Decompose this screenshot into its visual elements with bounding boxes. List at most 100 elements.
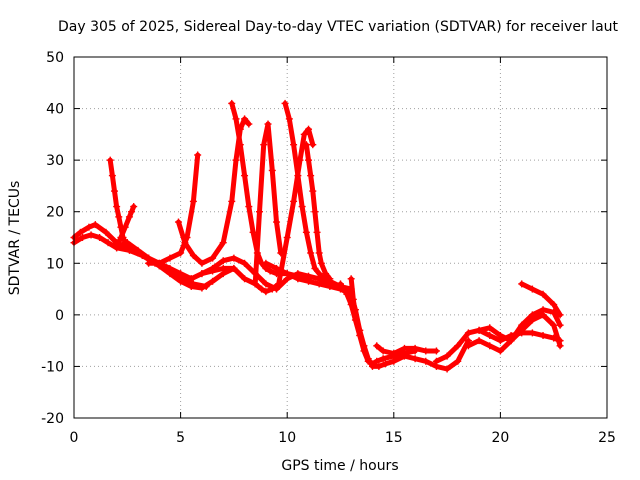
data-point xyxy=(422,357,430,365)
data-point xyxy=(496,347,504,355)
data-point xyxy=(379,347,387,355)
data-point xyxy=(302,141,310,149)
data-point xyxy=(443,352,451,360)
data-point xyxy=(326,275,334,283)
data-point xyxy=(322,270,330,278)
data-point xyxy=(230,264,238,272)
data-point xyxy=(245,120,253,128)
data-point xyxy=(115,213,123,221)
data-point xyxy=(302,228,310,236)
data-point xyxy=(121,223,129,231)
data-point xyxy=(307,249,315,257)
data-point xyxy=(283,234,291,241)
series-sat-j xyxy=(198,120,285,288)
data-point xyxy=(390,350,398,358)
data-point xyxy=(539,306,547,314)
data-point xyxy=(264,120,272,128)
data-point xyxy=(528,311,536,319)
data-point xyxy=(309,141,317,149)
data-point xyxy=(486,324,494,332)
x-tick-label: 10 xyxy=(278,430,296,446)
data-point xyxy=(337,280,344,288)
data-point xyxy=(311,208,319,216)
series-sat-r xyxy=(432,326,564,365)
data-point xyxy=(198,284,206,292)
data-point xyxy=(360,342,368,350)
data-point xyxy=(528,329,536,337)
data-point xyxy=(241,115,249,123)
series-sat-k xyxy=(251,125,317,296)
series-sat-t xyxy=(475,306,564,345)
data-point xyxy=(198,270,206,278)
data-point xyxy=(550,301,558,309)
data-point xyxy=(496,331,504,339)
y-tick-label: 10 xyxy=(46,256,64,272)
data-point xyxy=(228,99,236,107)
data-point xyxy=(113,203,121,211)
data-point xyxy=(326,282,334,290)
data-point xyxy=(236,141,244,149)
data-point xyxy=(245,203,253,211)
data-point xyxy=(155,259,163,267)
data-point xyxy=(454,357,462,365)
data-point xyxy=(262,288,270,296)
data-point xyxy=(464,342,472,350)
data-point xyxy=(285,115,293,123)
series-sat-m xyxy=(302,141,334,283)
data-point xyxy=(454,342,462,350)
data-point xyxy=(518,280,526,288)
data-point xyxy=(219,264,227,272)
data-point xyxy=(309,187,317,195)
data-point xyxy=(300,130,308,138)
data-point xyxy=(556,342,564,350)
series-sat-d xyxy=(113,203,138,252)
data-point xyxy=(373,357,381,365)
data-point xyxy=(260,141,268,149)
data-point xyxy=(134,246,142,254)
grid xyxy=(74,57,607,418)
data-point xyxy=(315,249,323,257)
data-point xyxy=(411,355,419,363)
data-point xyxy=(273,264,281,272)
axes: 0 5 10 15 20 25 -20 -10 0 10 20 30 40 50 xyxy=(41,50,616,446)
data-point xyxy=(230,254,238,262)
series-sat-f xyxy=(145,151,202,267)
y-tick-label: -10 xyxy=(41,359,64,375)
data-point xyxy=(125,213,133,221)
data-point xyxy=(251,280,259,288)
data-point xyxy=(349,295,357,303)
y-tick-label: -20 xyxy=(41,411,64,427)
data-point xyxy=(550,321,558,329)
data-point xyxy=(91,221,99,229)
data-point xyxy=(117,234,125,241)
data-point xyxy=(347,275,355,283)
y-tick-label: 50 xyxy=(46,50,64,66)
data-point xyxy=(317,272,325,280)
data-point xyxy=(166,254,174,262)
data-point xyxy=(317,259,325,267)
data-point xyxy=(464,329,472,337)
data-point xyxy=(290,141,298,149)
data-point xyxy=(539,331,547,339)
x-tick-label: 15 xyxy=(385,430,403,446)
data-point xyxy=(174,218,182,226)
data-point xyxy=(189,252,197,260)
data-point xyxy=(85,223,93,231)
data-point xyxy=(432,357,440,365)
data-point xyxy=(198,259,206,267)
data-point xyxy=(556,311,564,319)
data-point xyxy=(108,172,116,180)
data-point xyxy=(232,115,240,123)
data-point xyxy=(351,311,359,319)
data-point xyxy=(87,231,95,239)
data-point xyxy=(249,228,257,236)
data-point xyxy=(268,166,276,174)
data-point xyxy=(177,249,185,257)
data-point xyxy=(145,259,153,267)
data-point xyxy=(187,282,195,290)
data-point xyxy=(315,280,323,288)
data-point xyxy=(305,125,313,133)
series-sat-g xyxy=(174,115,253,267)
x-tick-label: 5 xyxy=(176,430,185,446)
data-point xyxy=(556,321,564,329)
